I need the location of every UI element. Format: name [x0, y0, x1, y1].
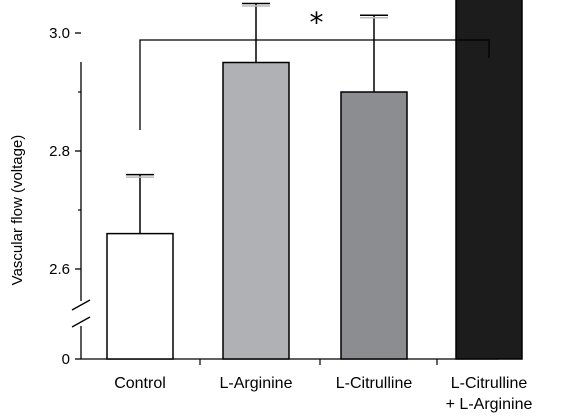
category-label: L-Citrulline	[336, 375, 413, 392]
error-bars	[126, 2, 388, 234]
y-axis-label: Vascular flow (voltage)	[9, 135, 26, 286]
y-baseline-label: 0	[62, 351, 70, 368]
y-axis	[71, 62, 91, 359]
bar	[455, 0, 523, 360]
significance-bracket: *	[139, 6, 490, 130]
bracket-line	[139, 39, 490, 130]
x-minor-ticks	[199, 359, 438, 365]
bar	[106, 232, 174, 360]
y-tick-label: 2.6	[49, 261, 70, 278]
significance-marker: *	[310, 6, 324, 39]
bar	[340, 91, 408, 360]
category-label: L-Arginine	[220, 375, 293, 392]
bar	[222, 61, 290, 360]
y-tick-label: 2.8	[49, 143, 70, 160]
y-tick-label: 3.0	[49, 25, 70, 42]
bars	[106, 0, 523, 360]
category-label: + L-Arginine	[446, 396, 533, 413]
axis-break-mark-lower	[71, 316, 91, 328]
category-label: Control	[114, 375, 166, 392]
category-label: L-Citrulline	[451, 375, 528, 392]
axis-break-mark-upper	[71, 299, 91, 311]
y-ticks: 2.62.83.03.2	[49, 25, 81, 360]
category-labels: Control L-Arginine L-Citrulline L-Citrullin…	[114, 375, 532, 413]
